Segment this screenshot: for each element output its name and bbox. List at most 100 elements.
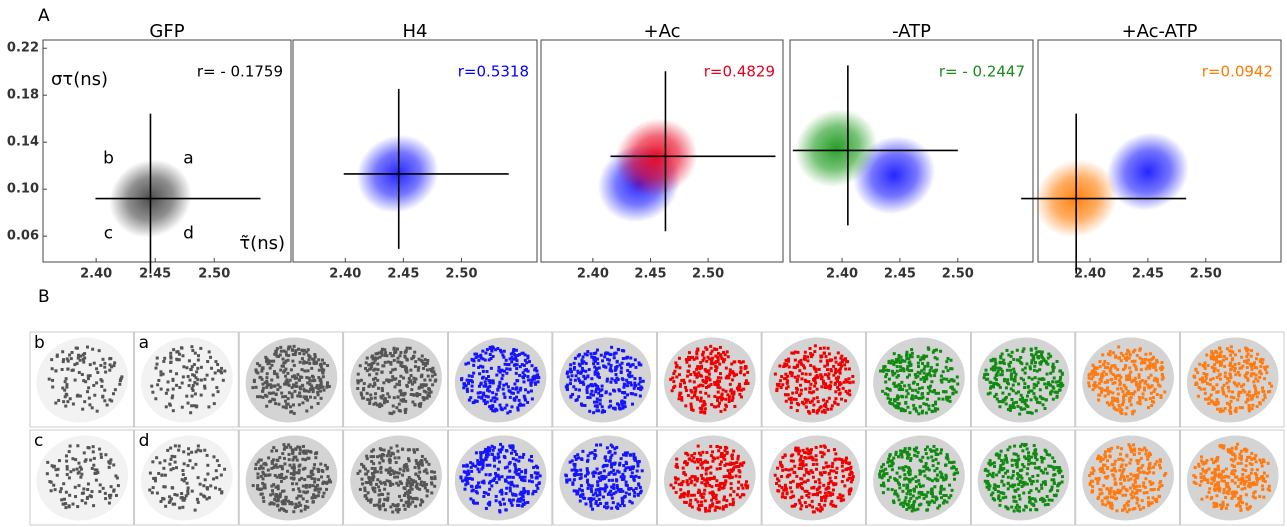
pixel — [74, 458, 77, 461]
pixel — [848, 473, 851, 476]
pixel — [187, 375, 190, 378]
pixel — [1011, 351, 1014, 354]
pixel — [590, 377, 593, 380]
pixel — [1107, 362, 1110, 365]
pixel — [1236, 398, 1239, 401]
pixel — [298, 469, 301, 472]
pixel — [412, 355, 415, 358]
pixel — [715, 479, 718, 482]
pixel — [409, 347, 412, 350]
pixel — [420, 462, 423, 465]
annotation: r=0.4829 — [704, 63, 775, 81]
pixel — [622, 386, 625, 389]
pixel — [789, 496, 792, 499]
pixel — [612, 483, 615, 486]
pixel — [496, 456, 499, 459]
pixel — [476, 502, 479, 505]
pixel — [92, 464, 95, 467]
pixel — [372, 369, 375, 372]
pixel — [357, 381, 360, 384]
pixel — [181, 382, 184, 385]
pixel — [534, 383, 537, 386]
pixel — [300, 477, 303, 480]
pixel — [488, 488, 491, 491]
quadrant-label: d — [183, 224, 194, 244]
y-tick-label: 0.06 — [7, 229, 39, 244]
pixel — [719, 353, 722, 356]
pixel — [801, 372, 804, 375]
pixel — [89, 459, 92, 462]
pixel — [701, 379, 704, 382]
pixel — [895, 376, 898, 379]
pixel — [710, 403, 713, 406]
pixel — [381, 389, 384, 392]
pixel — [698, 489, 701, 492]
pixel — [531, 364, 534, 367]
pixel — [1059, 376, 1062, 379]
pixel — [894, 490, 897, 493]
pixel — [704, 499, 707, 502]
pixel — [398, 495, 401, 498]
pixel — [515, 458, 518, 461]
pixel — [682, 472, 685, 475]
pixel — [1242, 383, 1245, 386]
pixel — [603, 464, 606, 467]
pixel — [63, 389, 66, 392]
pixel — [178, 358, 181, 361]
pixel — [827, 377, 830, 380]
pixel — [790, 459, 793, 462]
pixel — [112, 463, 115, 466]
pixel — [96, 471, 99, 474]
pixel — [1144, 358, 1147, 361]
pixel — [1026, 411, 1029, 414]
pixel — [214, 360, 217, 363]
pixel — [481, 451, 484, 454]
pixel — [699, 374, 702, 377]
pixel — [640, 386, 643, 389]
pixel — [299, 395, 302, 398]
pixel — [307, 354, 310, 357]
pixel — [251, 386, 254, 389]
pixel — [1147, 406, 1150, 409]
pixel — [918, 387, 921, 390]
pixel — [264, 462, 267, 465]
pixel — [823, 352, 826, 355]
pixel — [520, 497, 523, 500]
pixel — [296, 394, 299, 397]
pixel — [590, 498, 593, 501]
pixel — [206, 464, 209, 467]
pixel — [279, 346, 282, 349]
pixel — [216, 459, 219, 462]
pixel — [276, 504, 279, 507]
pixel — [738, 393, 741, 396]
pixel — [898, 486, 901, 489]
pixel — [694, 389, 697, 392]
pixel — [1143, 386, 1146, 389]
pixel — [178, 506, 181, 509]
pixel — [392, 404, 395, 407]
pixel — [883, 474, 886, 477]
pixel — [189, 411, 192, 414]
pixel — [508, 363, 511, 366]
pixel — [612, 407, 615, 410]
pixel — [481, 350, 484, 353]
pixel — [705, 509, 708, 512]
pixel — [696, 398, 699, 401]
pixel — [589, 484, 592, 487]
chart-title: -ATP — [892, 21, 931, 42]
pixel — [582, 355, 585, 358]
pixel — [1140, 362, 1143, 365]
pixel — [313, 379, 316, 382]
pixel — [745, 480, 748, 483]
pixel — [1039, 388, 1042, 391]
pixel — [188, 459, 191, 462]
pixel — [293, 468, 296, 471]
pixel — [425, 391, 428, 394]
pixel — [284, 496, 287, 499]
pixel — [740, 484, 743, 487]
pixel — [596, 401, 599, 404]
pixel — [848, 367, 851, 370]
pixel — [628, 371, 631, 374]
pixel — [386, 400, 389, 403]
pixel — [926, 365, 929, 368]
